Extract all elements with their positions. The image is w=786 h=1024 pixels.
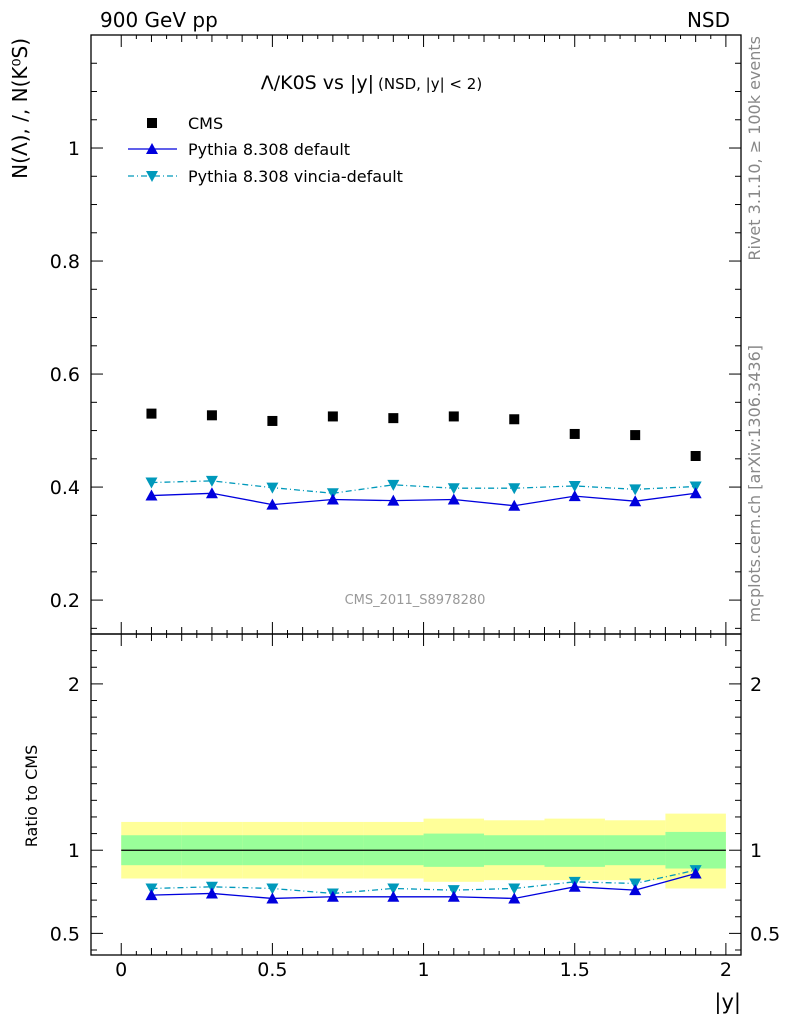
ratio-y-tick-label-right: 1 [750, 840, 762, 862]
point-cms [509, 414, 520, 425]
point-cms [146, 408, 157, 419]
point-pythia-default [326, 493, 339, 505]
x-tick-label: 1.5 [560, 959, 590, 981]
point-pythia-vincia [145, 477, 158, 489]
ratio-point-pythia-default [145, 889, 158, 901]
legend-marker-cms [147, 118, 157, 128]
legend-label-cms: CMS [188, 114, 223, 133]
legend-marker-pythia-vincia [146, 171, 158, 182]
ratio-y-tick-label-right: 2 [750, 674, 762, 696]
point-pythia-default [568, 490, 581, 502]
point-pythia-vincia [447, 483, 460, 495]
ratio-point-pythia-vincia [508, 883, 521, 895]
point-cms [388, 413, 399, 424]
ratio-point-pythia-default [508, 892, 521, 904]
point-pythia-vincia [266, 482, 279, 494]
ratio-point-pythia-default [629, 884, 642, 896]
ratio-point-pythia-vincia [447, 885, 460, 897]
ratio-point-pythia-default [266, 892, 279, 904]
legend-marker-pythia-default [146, 143, 158, 154]
main-y-axis-label: N(Λ), /, N(K⁰S) [8, 38, 32, 179]
point-pythia-default [145, 489, 158, 501]
ratio-point-pythia-vincia [145, 883, 158, 895]
ratio-point-pythia-default [326, 890, 339, 902]
ratio-point-pythia-vincia [205, 881, 218, 893]
legend-label-pythia-vincia: Pythia 8.308 vincia-default [188, 167, 403, 186]
legend-label-pythia-default: Pythia 8.308 default [188, 140, 350, 159]
ratio-y-axis-label: Ratio to CMS [22, 745, 41, 847]
ratio-point-pythia-default [387, 890, 400, 902]
point-pythia-vincia [387, 479, 400, 491]
x-axis-label: |y| [714, 990, 741, 1015]
ratio-y-tick-label: 0.5 [50, 923, 80, 945]
point-pythia-default [508, 499, 521, 511]
point-pythia-default [205, 487, 218, 499]
ratio-panel [121, 813, 726, 904]
ratio-point-pythia-default [205, 887, 218, 899]
main-y-tick-label: 0.8 [50, 251, 80, 273]
main-y-tick-label: 0.2 [50, 590, 80, 612]
main-panel [145, 408, 702, 511]
ratio-point-pythia-vincia [629, 878, 642, 890]
point-cms [448, 411, 459, 422]
main-y-tick-label: 1 [68, 138, 80, 160]
plot-title-cut: (NSD, |y| < 2) [378, 75, 482, 93]
header-left: 900 GeV pp [100, 8, 218, 32]
point-pythia-default [387, 494, 400, 506]
analysis-watermark: CMS_2011_S8978280 [345, 593, 486, 608]
point-cms [327, 411, 338, 422]
ratio-y-tick-label: 1 [68, 840, 80, 862]
ratio-y-tick-label-right: 0.5 [750, 923, 780, 945]
main-y-tick-label: 0.6 [50, 364, 80, 386]
ratio-line-pythia-default [151, 872, 696, 900]
ratio-point-pythia-vincia [387, 883, 400, 895]
point-cms [206, 410, 217, 421]
point-pythia-vincia [205, 475, 218, 487]
ratio-point-pythia-default [447, 890, 460, 902]
point-pythia-vincia [689, 481, 702, 493]
point-pythia-vincia [629, 484, 642, 496]
rivet-version-label: Rivet 3.1.10, ≥ 100k events [745, 36, 764, 261]
ratio-point-pythia-vincia [266, 883, 279, 895]
main-y-tick-label: 0.4 [50, 477, 80, 499]
mcplots-credit-label: mcplots.cern.ch [arXiv:1306.3436] [745, 345, 764, 622]
series-line-pythia-vincia [151, 480, 696, 494]
series-line-pythia-default [151, 492, 696, 507]
ratio-point-pythia-default [568, 880, 581, 892]
ratio-frame [90, 633, 742, 956]
point-pythia-default [266, 498, 279, 510]
point-pythia-vincia [508, 483, 521, 495]
point-pythia-vincia [568, 480, 581, 492]
x-tick-label: 0.5 [257, 959, 287, 981]
ratio-y-tick-label: 2 [68, 674, 80, 696]
legend: CMS Pythia 8.308 default Pythia 8.308 vi… [128, 114, 403, 186]
header-right: NSD [687, 8, 730, 32]
point-pythia-default [447, 493, 460, 505]
ratio-band-inner [544, 835, 605, 867]
point-pythia-default [629, 495, 642, 507]
point-cms [630, 430, 641, 441]
point-cms [569, 428, 580, 439]
point-cms [690, 450, 701, 461]
ratio-point-pythia-default [689, 867, 702, 879]
x-tick-label: 2 [720, 959, 732, 981]
point-cms [267, 415, 278, 426]
x-tick-label: 1 [418, 959, 430, 981]
plot-title: Λ/K0S vs |y| [261, 72, 374, 94]
x-tick-label: 0 [115, 959, 127, 981]
point-pythia-default [689, 487, 702, 499]
